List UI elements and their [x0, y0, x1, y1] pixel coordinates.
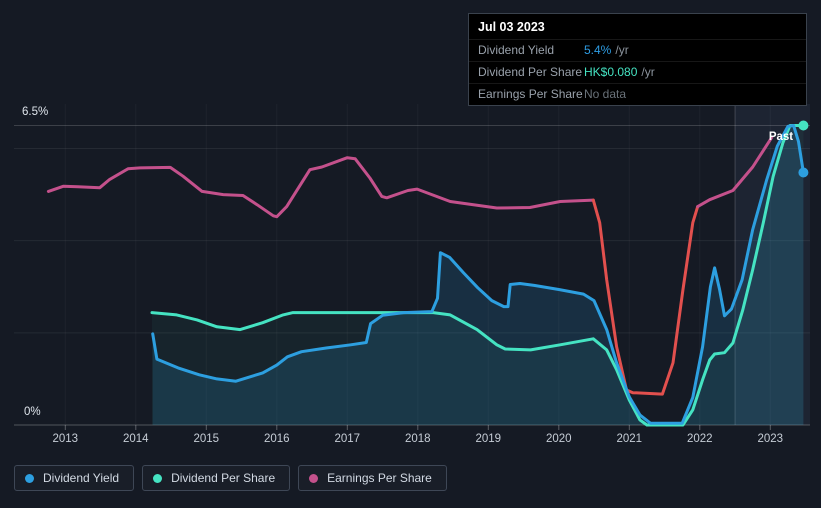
x-axis-label-2019: 2019 [475, 433, 502, 445]
tooltip-value: No data [584, 87, 627, 101]
tooltip-label: Dividend Per Share [478, 65, 583, 79]
legend-label: Dividend Per Share [171, 471, 276, 485]
dividend-per-share-legend-dot [153, 473, 163, 483]
tooltip-label: Earnings Per Share [478, 87, 583, 101]
x-axis-label-2022: 2022 [687, 433, 713, 445]
legend-label: Dividend Yield [43, 471, 120, 485]
dividend-yield-end-dot [798, 167, 809, 178]
dividend-per-share-line [150, 124, 805, 427]
tooltip-row-earnings-per-share: Earnings Per Share No data [469, 83, 806, 105]
y-axis-max-label: 6.5% [22, 106, 49, 118]
earnings-per-share-legend-dot [309, 473, 319, 483]
tooltip-date: Jul 03 2023 [478, 20, 545, 34]
chart-legend: Dividend Yield Dividend Per Share Earnings… [14, 465, 447, 491]
y-axis-min-label: 0% [24, 406, 41, 418]
x-axis-label-2023: 2023 [757, 433, 784, 445]
dividend-yield-area [152, 125, 804, 425]
legend-item-dividend-per-share[interactable]: Dividend Per Share [142, 465, 291, 491]
earnings-per-share-line-segment-3 [696, 136, 774, 209]
tooltip-row-dividend-per-share: Dividend Per Share HK$0.080 /yr [469, 61, 806, 83]
dividend-per-share-end-dot [798, 120, 809, 131]
legend-label: Earnings Per Share [327, 471, 432, 485]
earnings-per-share-line-segment-2 [591, 198, 700, 396]
x-axis-label-2013: 2013 [52, 433, 79, 445]
past-period-label: Past [768, 131, 794, 143]
dividend-yield-legend-dot [25, 473, 34, 483]
tooltip-label: Dividend Yield [478, 43, 555, 57]
x-axis-label-2018: 2018 [405, 433, 431, 445]
chart-canvas[interactable] [0, 0, 821, 460]
tooltip-value: HK$0.080 [584, 65, 638, 79]
dividend-yield-line [151, 124, 805, 425]
legend-item-earnings-per-share[interactable]: Earnings Per Share [298, 465, 447, 491]
x-axis-label-2021: 2021 [616, 433, 643, 445]
x-axis-label-2017: 2017 [334, 433, 361, 445]
earnings-per-share-line-segment-1 [46, 156, 595, 219]
legend-item-dividend-yield[interactable]: Dividend Yield [14, 465, 135, 491]
x-axis-label-2016: 2016 [264, 433, 290, 445]
tooltip-row-dividend-yield: Dividend Yield 5.4% /yr [469, 39, 806, 61]
tooltip-unit: /yr [641, 65, 655, 79]
tooltip-value: 5.4% [584, 43, 612, 57]
x-axis-label-2015: 2015 [193, 433, 220, 445]
x-axis-label-2014: 2014 [123, 433, 149, 445]
tooltip-unit: /yr [615, 43, 629, 57]
x-axis-label-2020: 2020 [546, 433, 572, 445]
chart-tooltip: Jul 03 2023 Dividend Yield 5.4% /yr Divi… [468, 13, 807, 106]
